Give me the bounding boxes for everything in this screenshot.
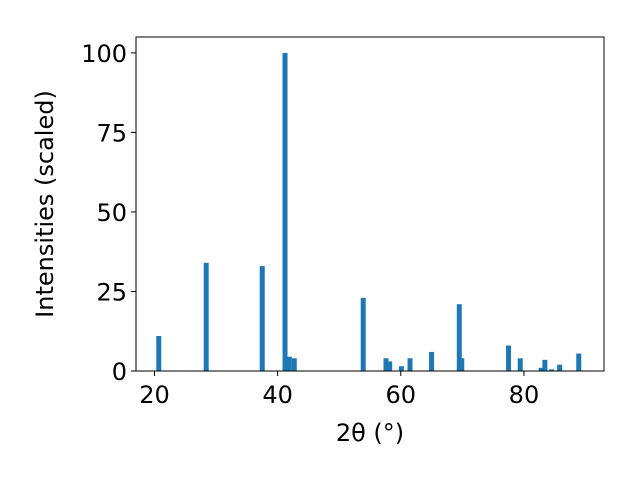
x-tick-label: 60	[386, 381, 417, 409]
bar	[542, 359, 548, 371]
bar	[282, 52, 288, 372]
y-tick-label: 25	[96, 278, 127, 306]
y-tick-label: 50	[96, 199, 127, 227]
x-tick-label: 40	[262, 381, 293, 409]
bar	[291, 358, 297, 371]
bar	[576, 353, 582, 371]
bar	[286, 356, 292, 371]
bar	[203, 262, 209, 371]
y-ticks: 0 25 50 75 100	[81, 40, 136, 386]
x-tick-label: 20	[139, 381, 170, 409]
bar	[259, 266, 265, 371]
bar	[407, 358, 413, 371]
bar	[360, 297, 366, 371]
x-tick-label: 80	[509, 381, 540, 409]
bar	[156, 336, 162, 371]
bar	[459, 358, 465, 371]
y-axis-label: Intensities (scaled)	[31, 90, 59, 318]
y-tick-label: 75	[96, 119, 127, 147]
y-tick-label: 100	[81, 40, 127, 68]
bar	[383, 358, 389, 371]
bar	[506, 345, 512, 371]
bar	[538, 367, 544, 371]
bars-group	[156, 52, 582, 372]
x-axis-label: 2θ (°)	[336, 419, 404, 447]
bar	[549, 369, 555, 371]
bar	[398, 366, 404, 371]
bar	[429, 351, 435, 371]
x-ticks: 20 40 60 80	[139, 371, 539, 409]
bar	[557, 364, 563, 371]
bar	[517, 358, 523, 371]
axes-frame	[135, 36, 605, 372]
y-tick-label: 0	[112, 358, 127, 386]
bar	[456, 304, 462, 371]
bar	[387, 361, 393, 371]
